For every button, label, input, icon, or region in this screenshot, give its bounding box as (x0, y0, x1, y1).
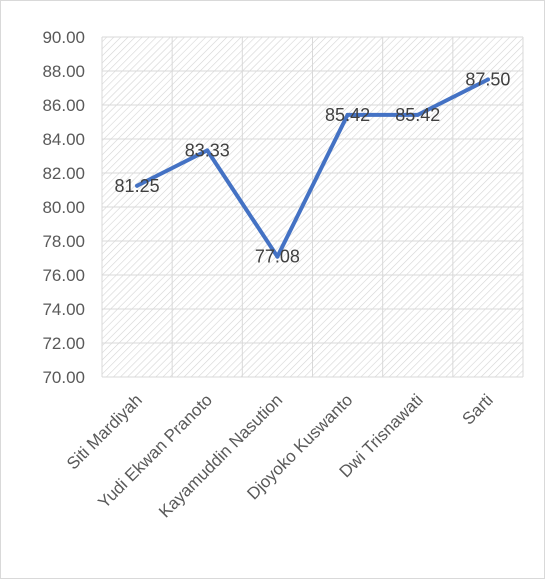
data-point (135, 183, 140, 188)
y-tick-label: 78.00 (42, 232, 85, 251)
y-tick-label: 74.00 (42, 300, 85, 319)
data-point (485, 77, 490, 82)
y-tick-label: 82.00 (42, 164, 85, 183)
y-tick-label: 72.00 (42, 334, 85, 353)
data-point (205, 148, 210, 153)
data-point (345, 112, 350, 117)
y-tick-label: 88.00 (42, 62, 85, 81)
x-category-label: Kayamuddin Nasution (155, 390, 286, 521)
data-label: 83.33 (185, 140, 230, 160)
data-label: 87.50 (465, 70, 510, 90)
gridlines (101, 36, 524, 378)
series-line (135, 77, 490, 259)
y-tick-label: 84.00 (42, 130, 85, 149)
data-label: 85.42 (325, 105, 370, 125)
data-label: 85.42 (395, 105, 440, 125)
y-tick-label: 80.00 (42, 198, 85, 217)
data-label: 77.08 (255, 247, 300, 267)
data-point (275, 254, 280, 259)
data-labels: 81.25 83.33 77.08 85.42 85.42 87.50 (115, 70, 511, 267)
y-tick-label: 86.00 (42, 96, 85, 115)
data-point (415, 112, 420, 117)
data-points (135, 77, 490, 259)
x-category-label: Yudi Ekwan Pranoto (94, 390, 216, 512)
data-label: 81.25 (115, 176, 160, 196)
y-tick-label: 90.00 (42, 28, 85, 47)
y-tick-label: 76.00 (42, 266, 85, 285)
y-axis-tick-labels: 70.00 72.00 74.00 76.00 78.00 80.00 82.00 84.00… (42, 28, 85, 387)
x-category-label: Sarti (459, 390, 497, 428)
y-tick-label: 70.00 (42, 368, 85, 387)
